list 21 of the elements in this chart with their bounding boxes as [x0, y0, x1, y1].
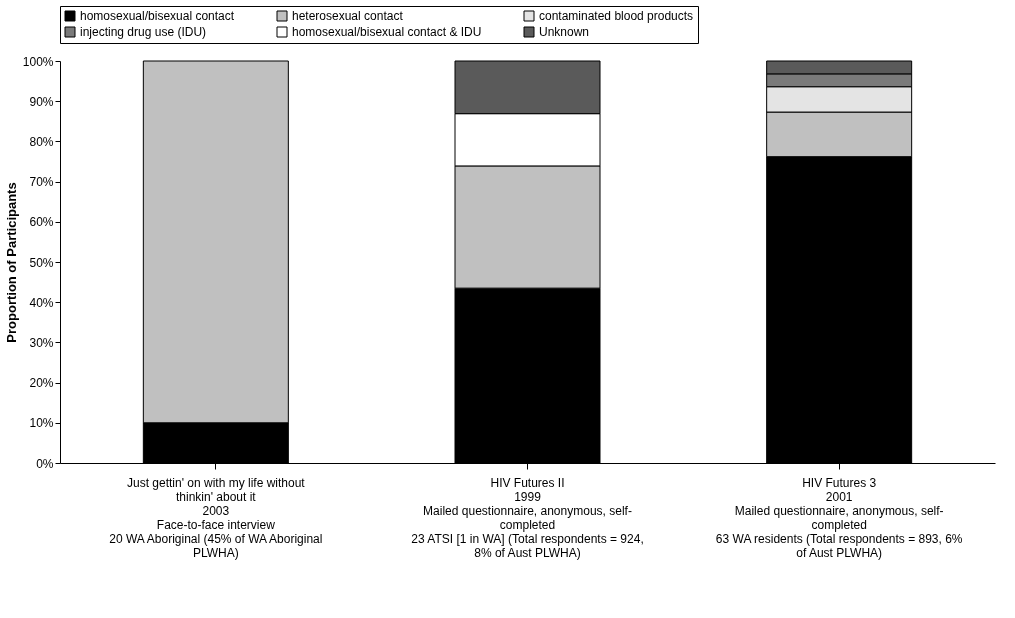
legend-label: contaminated blood products: [539, 9, 694, 23]
y-tick-label: 20%: [29, 376, 54, 391]
y-tick-label: 80%: [29, 134, 54, 149]
y-tick-label: 40%: [29, 295, 54, 310]
y-tick-label: 90%: [29, 94, 54, 109]
y-tick-label: 60%: [29, 215, 54, 230]
y-tick-label: 10%: [29, 416, 54, 431]
legend-label: Unknown: [539, 25, 590, 39]
x-tick-label: HIV Futures II 1999 Mailed questionnaire, anonymous, self-completed 23 ATSI [1 in WA] (Total respondents = 924, 8% of Aust PLWHA): [411, 475, 644, 560]
y-tick-label: 70%: [29, 175, 54, 190]
x-tick-label: Just gettin' on with my life without thinkin' about it 2003 Face-to-face interview 20 WA Aboriginal (45% of WA Aboriginal PLWHA): [109, 475, 323, 560]
x-tick-label: HIV Futures 3 2001 Mailed questionnaire, anonymous, self-completed 63 WA residents (Total respondents = 893, 6% of Aust PLWHA): [715, 475, 963, 560]
y-tick-label: 30%: [29, 335, 54, 350]
y-tick-label: 50%: [29, 255, 54, 270]
legend-label: homosexual/bisexual contact: [80, 9, 235, 23]
legend-label: injecting drug use (IDU): [80, 25, 207, 39]
y-tick-label: 0%: [36, 456, 54, 471]
legend-label: heterosexual contact: [292, 9, 404, 23]
y-axis-title: Proportion of Participants: [3, 182, 19, 343]
legend-label: homosexual/bisexual contact & IDU: [292, 25, 482, 39]
y-tick-label: 100%: [22, 54, 54, 69]
